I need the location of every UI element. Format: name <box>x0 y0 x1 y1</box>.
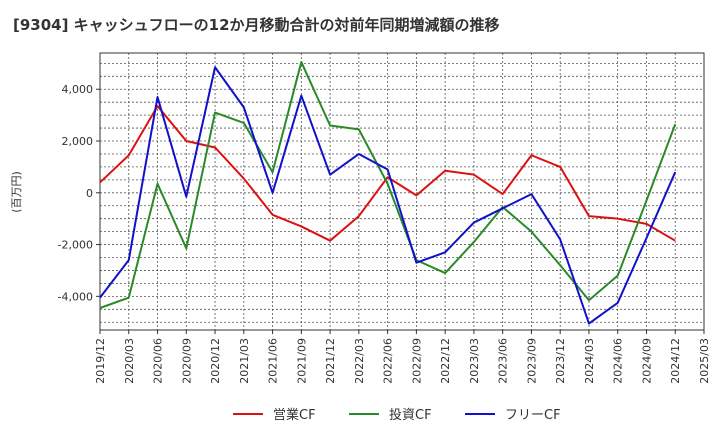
series-line <box>99 105 676 242</box>
x-tick-label: 2024/06 <box>612 338 625 384</box>
legend: 営業CF 投資CF フリーCF <box>233 407 561 423</box>
x-tick-label: 2020/09 <box>180 338 193 384</box>
x-tick-label: 2023/03 <box>468 338 481 384</box>
y-tick-label: 2,000 <box>62 135 94 148</box>
x-tick-label: 2022/09 <box>410 338 423 384</box>
x-tick-label: 2025/03 <box>698 338 711 384</box>
series-line <box>99 66 677 325</box>
y-tick-label: 0 <box>86 187 93 200</box>
x-tick-label: 2023/06 <box>497 338 510 384</box>
legend-label: フリーCF <box>505 408 561 423</box>
y-tick-label: -4,000 <box>58 290 93 303</box>
x-tick-label: 2022/03 <box>353 338 366 384</box>
grid <box>99 53 705 330</box>
x-tick-label: 2021/03 <box>238 338 251 384</box>
x-tick-label: 2024/09 <box>640 338 653 384</box>
plot-frame <box>99 52 705 331</box>
y-tick-label: -2,000 <box>58 239 93 252</box>
x-tick-label: 2021/06 <box>267 338 280 384</box>
x-tick-label: 2023/12 <box>554 338 567 384</box>
x-tick-label: 2022/12 <box>439 338 452 384</box>
chart-title: [9304] キャッシュフローの12か月移動合計の対前年同期増減額の推移 <box>13 16 500 34</box>
x-tick-label: 2020/06 <box>152 338 165 384</box>
x-tick-label: 2021/12 <box>324 338 337 384</box>
y-axis-label: (百万円) <box>10 171 23 213</box>
x-tick-label: 2024/12 <box>669 338 682 384</box>
x-tick-label: 2024/03 <box>583 338 596 384</box>
x-tick-label: 2023/09 <box>525 338 538 384</box>
x-tick-label: 2021/09 <box>295 338 308 384</box>
x-tick-label: 2022/06 <box>382 338 395 384</box>
x-tick-labels: 2019/12 2020/03 2020/06 2020/09 2020/12 2021/… <box>94 330 711 384</box>
y-tick-label: 4,000 <box>62 83 94 96</box>
legend-label: 投資CF <box>389 407 432 423</box>
series-lines <box>99 61 677 325</box>
x-tick-label: 2020/12 <box>209 338 222 384</box>
y-tick-labels: -4,000 -2,000 0 2,000 4,000 <box>58 83 100 303</box>
x-tick-label: 2020/03 <box>123 338 136 384</box>
series-line <box>99 61 677 309</box>
x-tick-label: 2019/12 <box>94 338 107 384</box>
legend-label: 営業CF <box>273 407 316 423</box>
